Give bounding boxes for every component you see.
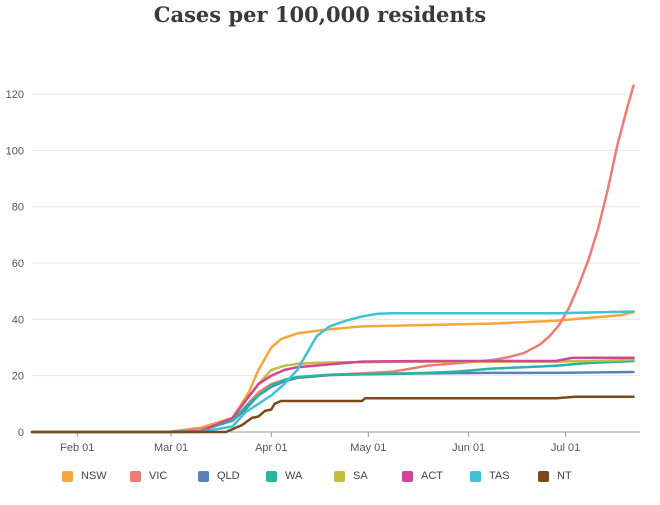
series-line-wa [30, 359, 635, 434]
legend-item-tas[interactable]: TAS [470, 470, 538, 482]
series-line-tas [30, 310, 635, 434]
legend-item-nsw[interactable]: NSW [62, 470, 130, 482]
legend-swatch [198, 470, 209, 482]
line-chart: 0 20 40 60 80 100 120 Feb 01 Mar 01 Apr 01 May 01 J… [6, 84, 640, 454]
legend-item-nt[interactable]: NT [538, 470, 606, 482]
legend-swatch [470, 470, 481, 482]
legend-item-act[interactable]: ACT [402, 470, 470, 482]
x-tick-label: Apr 01 [255, 442, 287, 454]
legend-label: NT [557, 470, 572, 482]
y-tick-label: 60 [12, 258, 24, 270]
y-tick-label: 20 [12, 371, 24, 383]
legend-item-wa[interactable]: WA [266, 470, 334, 482]
series-line-nt [30, 395, 635, 434]
legend-label: QLD [217, 470, 240, 482]
series-line-vic [30, 84, 635, 434]
x-tick-label: May 01 [350, 442, 386, 454]
legend-swatch [266, 470, 277, 482]
legend-label: VIC [149, 470, 168, 482]
series-line-sa [30, 358, 635, 434]
x-tick-label: Jul 01 [551, 442, 580, 454]
x-tick-label: Mar 01 [154, 442, 188, 454]
x-tick-label: Feb 01 [60, 442, 94, 454]
legend-swatch [334, 470, 345, 482]
series-line-nsw [30, 311, 635, 434]
y-tick-label: 40 [12, 314, 24, 326]
legend-swatch [62, 470, 73, 482]
legend-label: WA [285, 470, 303, 482]
legend-label: NSW [81, 470, 107, 482]
legend-label: TAS [489, 470, 510, 482]
legend-item-vic[interactable]: VIC [130, 470, 198, 482]
legend-swatch [130, 470, 141, 482]
legend-label: ACT [421, 470, 443, 482]
chart-legend: NSW VIC QLD WA SA ACT TAS NT [62, 470, 606, 482]
legend-swatch [402, 470, 413, 482]
chart-title: Cases per 100,000 residents [153, 2, 487, 27]
y-tick-label: 80 [12, 202, 24, 214]
y-tick-label: 120 [6, 89, 24, 101]
y-tick-label: 100 [6, 145, 24, 157]
y-tick-label: 0 [18, 427, 24, 439]
legend-label: SA [353, 470, 368, 482]
legend-swatch [538, 470, 549, 482]
legend-item-sa[interactable]: SA [334, 470, 402, 482]
x-tick-label: Jun 01 [452, 442, 485, 454]
series-line-act [30, 356, 635, 434]
legend-item-qld[interactable]: QLD [198, 470, 266, 482]
